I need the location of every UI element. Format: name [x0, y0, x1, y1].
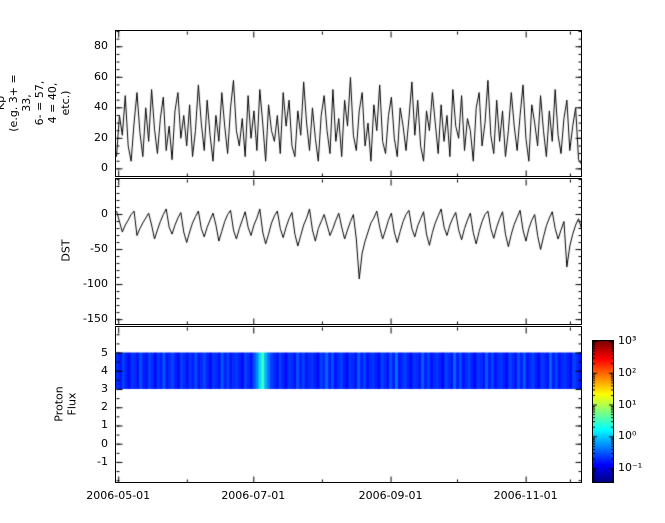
- x-tick-label: 2006-07-01: [221, 489, 286, 502]
- colorbar-tick-label: 10³: [618, 334, 637, 347]
- y-tick-label: 3: [101, 382, 108, 395]
- proton-flux-axis-title-text: Proton Flux: [53, 385, 79, 422]
- y-tick-label: 1: [101, 418, 108, 432]
- colorbar-tick-label: 10²: [618, 365, 637, 379]
- colorbar-tick-label: 10⁻¹: [618, 461, 643, 475]
- kp-plot-panel: [115, 30, 582, 177]
- y-tick-label: -1: [97, 454, 108, 468]
- y-tick-label: 0: [101, 161, 108, 175]
- y-tick-label: 0: [101, 436, 108, 450]
- proton-flux-axis-title: Proton Flux: [53, 326, 79, 481]
- dst-plot-panel: [115, 178, 582, 325]
- proton-flux-spectrogram-panel: [115, 326, 582, 483]
- kp-axis-title: Kp (e.g. 3+ = 33, 6- = 57, 4 = 40, etc.): [0, 30, 72, 175]
- flux-colorbar: [592, 340, 614, 483]
- y-tick-label: -50: [90, 242, 108, 256]
- x-tick-label: 2006-09-01: [358, 489, 423, 502]
- y-tick-label: 80: [94, 39, 108, 53]
- kp-axis-title-text: Kp (e.g. 3+ = 33, 6- = 57, 4 = 40, etc.): [0, 73, 72, 132]
- y-tick-label: 20: [94, 130, 108, 144]
- x-tick-label: 2006-11-01: [493, 489, 558, 502]
- y-tick-label: 5: [101, 345, 108, 359]
- y-tick-label: 40: [94, 100, 108, 114]
- y-tick-label: 2: [101, 400, 108, 414]
- colorbar-tick-label: 10¹: [618, 397, 637, 411]
- y-tick-label: 0: [101, 207, 108, 221]
- colorbar-tick-label: 10⁰: [618, 429, 637, 443]
- y-tick-label: -150: [83, 312, 108, 326]
- y-tick-label: -100: [83, 277, 108, 291]
- dst-axis-title-text: DST: [59, 239, 73, 262]
- y-tick-label: 60: [94, 69, 108, 83]
- x-tick-label: 2006-05-01: [86, 489, 151, 502]
- dst-axis-title: DST: [55, 178, 77, 323]
- y-tick-label: 4: [101, 363, 108, 377]
